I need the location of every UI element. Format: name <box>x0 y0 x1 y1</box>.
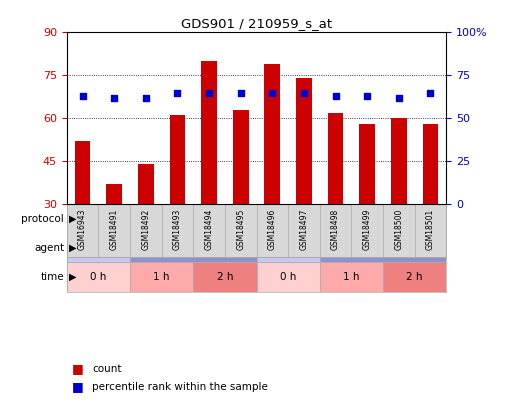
Bar <box>296 78 312 204</box>
Text: GSM18500: GSM18500 <box>394 208 403 250</box>
Text: GSM18491: GSM18491 <box>110 208 119 249</box>
Point <box>236 89 245 96</box>
Bar <box>391 118 407 204</box>
Bar <box>256 262 320 292</box>
Text: GSM18501: GSM18501 <box>426 208 435 249</box>
Text: untreated: untreated <box>73 243 124 253</box>
Text: ▶: ▶ <box>69 272 77 282</box>
Text: ERalpha transfected: ERalpha transfected <box>109 214 214 224</box>
Text: GSM18495: GSM18495 <box>236 208 245 250</box>
Bar <box>320 262 383 292</box>
Text: estradiol: estradiol <box>360 243 406 253</box>
Bar <box>67 233 130 262</box>
Bar <box>74 141 90 204</box>
Point <box>300 89 308 96</box>
Bar <box>193 262 256 292</box>
Bar <box>359 124 375 204</box>
Text: ■: ■ <box>72 362 84 375</box>
Bar <box>130 233 256 262</box>
Point <box>205 89 213 96</box>
Text: 1 h: 1 h <box>343 272 360 282</box>
Text: GSM18493: GSM18493 <box>173 208 182 250</box>
Text: GSM18496: GSM18496 <box>268 208 277 250</box>
Bar <box>138 164 154 204</box>
Bar <box>383 262 446 292</box>
Text: ERalpha L540Q transfected: ERalpha L540Q transfected <box>280 214 423 224</box>
Bar <box>201 61 217 204</box>
Text: GSM18492: GSM18492 <box>141 208 150 249</box>
Bar <box>169 115 185 204</box>
Point <box>142 94 150 101</box>
Text: ▶: ▶ <box>69 214 77 224</box>
Point <box>268 89 277 96</box>
Point <box>426 89 435 96</box>
Text: 2 h: 2 h <box>216 272 233 282</box>
Bar <box>320 233 446 262</box>
Text: agent: agent <box>34 243 64 253</box>
Point <box>394 94 403 101</box>
Text: protocol: protocol <box>22 214 64 224</box>
Text: untreated: untreated <box>263 243 314 253</box>
Bar <box>233 110 249 204</box>
Point <box>363 93 371 99</box>
Text: estradiol: estradiol <box>170 243 216 253</box>
Point <box>110 94 118 101</box>
Text: GSM18498: GSM18498 <box>331 208 340 249</box>
Text: GSM16943: GSM16943 <box>78 208 87 250</box>
Text: ▶: ▶ <box>69 243 77 253</box>
Text: 0 h: 0 h <box>90 272 107 282</box>
Bar <box>106 184 122 204</box>
Bar <box>264 64 280 204</box>
Bar <box>67 262 130 292</box>
Bar <box>130 262 193 292</box>
Text: 0 h: 0 h <box>280 272 297 282</box>
Text: GSM18494: GSM18494 <box>205 208 213 250</box>
Text: 2 h: 2 h <box>406 272 423 282</box>
Point <box>173 89 182 96</box>
Text: time: time <box>41 272 64 282</box>
Text: GSM18497: GSM18497 <box>300 208 308 250</box>
Text: 1 h: 1 h <box>153 272 170 282</box>
Bar <box>256 233 320 262</box>
Text: ■: ■ <box>72 380 84 393</box>
Bar <box>423 124 439 204</box>
Point <box>331 93 340 99</box>
Text: GSM18499: GSM18499 <box>363 208 372 250</box>
Text: count: count <box>92 364 122 373</box>
Bar <box>256 204 446 233</box>
Bar <box>67 204 256 233</box>
Title: GDS901 / 210959_s_at: GDS901 / 210959_s_at <box>181 17 332 30</box>
Point <box>78 93 87 99</box>
Bar <box>328 113 344 204</box>
Text: percentile rank within the sample: percentile rank within the sample <box>92 382 268 392</box>
